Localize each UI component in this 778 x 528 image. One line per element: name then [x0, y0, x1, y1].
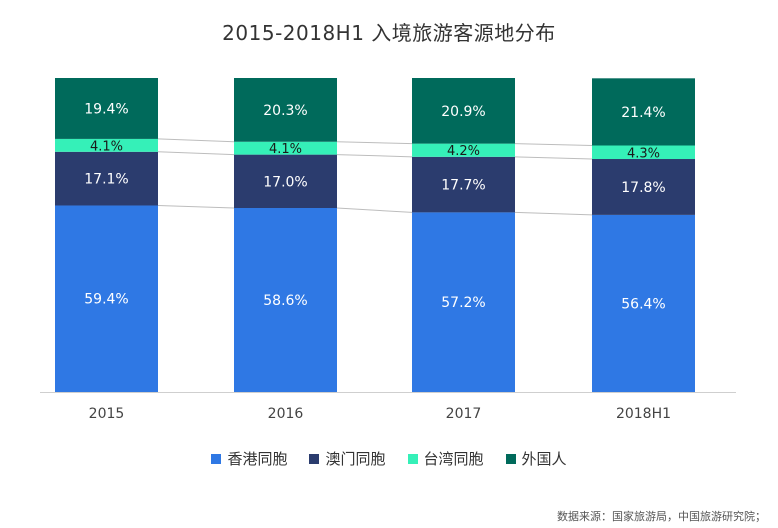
- data-label-taiwan-2017: 4.2%: [447, 144, 480, 159]
- data-source-note: 数据来源：国家旅游局，中国旅游研究院；: [557, 508, 766, 524]
- legend-swatch-foreigners: [506, 454, 516, 464]
- connector-line-macau: [337, 155, 412, 157]
- legend-item-macau: 澳门同胞: [309, 448, 385, 469]
- legend-swatch-taiwan: [408, 454, 418, 464]
- x-tick-label-2018H1: 2018H1: [616, 406, 671, 422]
- legend-item-taiwan: 台湾同胞: [408, 448, 484, 469]
- x-tick-label-2017: 2017: [446, 406, 482, 422]
- x-tick-label-2016: 2016: [268, 406, 304, 422]
- data-label-hongkong-2017: 57.2%: [441, 295, 485, 311]
- legend-label-hongkong: 香港同胞: [227, 448, 287, 469]
- data-label-hongkong-2018H1: 56.4%: [621, 296, 665, 312]
- connector-line-taiwan: [158, 139, 234, 142]
- data-label-foreigners-2015: 19.4%: [84, 101, 128, 117]
- data-label-taiwan-2015: 4.1%: [90, 139, 123, 154]
- legend: 香港同胞 澳门同胞 台湾同胞 外国人: [0, 448, 778, 469]
- data-label-taiwan-2016: 4.1%: [269, 142, 302, 157]
- data-label-hongkong-2016: 58.6%: [263, 293, 307, 309]
- legend-item-foreigners: 外国人: [506, 448, 567, 469]
- connector-line-macau: [515, 157, 592, 159]
- legend-label-taiwan: 台湾同胞: [424, 448, 484, 469]
- legend-swatch-macau: [309, 454, 319, 464]
- legend-label-macau: 澳门同胞: [325, 448, 385, 469]
- legend-item-hongkong: 香港同胞: [211, 448, 287, 469]
- legend-label-foreigners: 外国人: [522, 448, 567, 469]
- data-label-foreigners-2017: 20.9%: [441, 104, 485, 120]
- connector-line-taiwan: [337, 142, 412, 144]
- data-label-macau-2016: 17.0%: [263, 174, 307, 190]
- data-label-macau-2015: 17.1%: [84, 172, 128, 188]
- connector-line-macau: [158, 152, 234, 155]
- data-label-macau-2018H1: 17.8%: [621, 180, 665, 196]
- data-label-macau-2017: 17.7%: [441, 178, 485, 194]
- connector-line-hongkong: [158, 205, 234, 208]
- data-label-taiwan-2018H1: 4.3%: [627, 146, 660, 161]
- legend-swatch-hongkong: [211, 454, 221, 464]
- data-label-foreigners-2016: 20.3%: [263, 103, 307, 119]
- connector-line-taiwan: [515, 144, 592, 146]
- data-label-hongkong-2015: 59.4%: [84, 292, 128, 308]
- data-label-foreigners-2018H1: 21.4%: [621, 105, 665, 121]
- connector-line-hongkong: [515, 212, 592, 215]
- x-tick-label-2015: 2015: [89, 406, 125, 422]
- connector-line-hongkong: [337, 208, 412, 212]
